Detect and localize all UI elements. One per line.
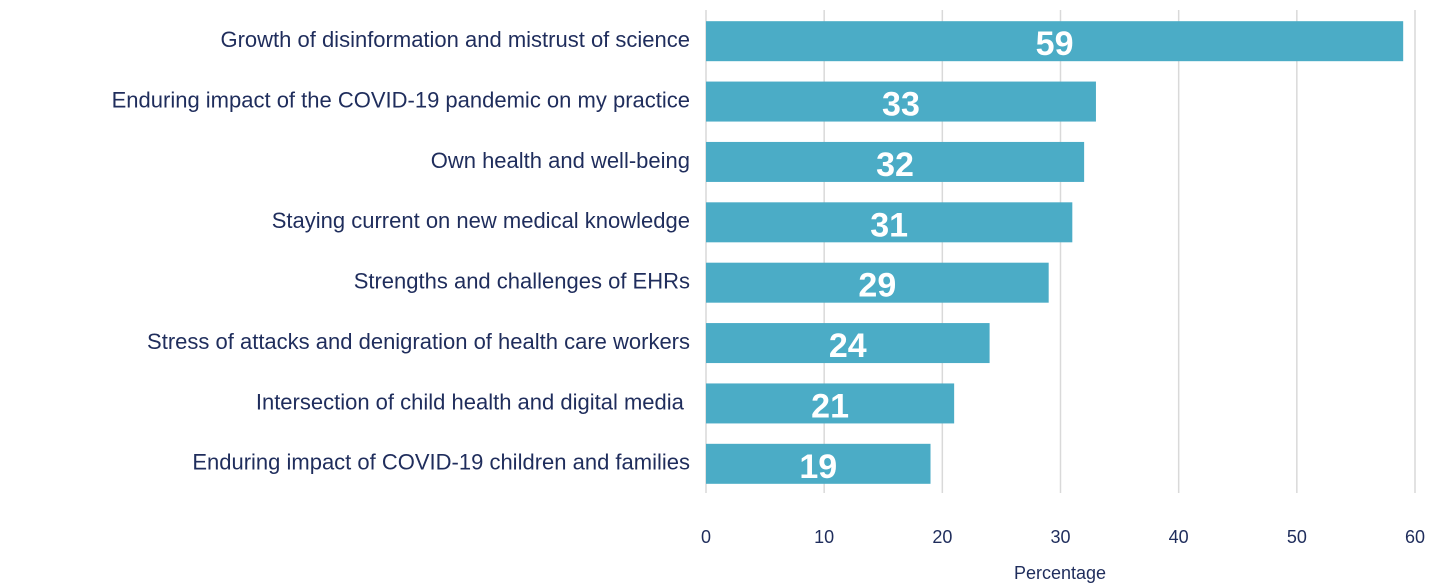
x-tick-label: 0 [701,527,711,547]
bar [706,81,1096,122]
bar [706,323,990,364]
x-tick-label: 30 [1050,527,1070,547]
category-label: Enduring impact of COVID-19 children and… [192,450,690,475]
x-tick-label: 60 [1405,527,1425,547]
category-label: Stress of attacks and denigration of hea… [147,329,690,354]
bar [706,262,1049,303]
category-label: Enduring impact of the COVID-19 pandemic… [112,87,690,112]
data-label: 59 [1036,25,1074,63]
category-label: Own health and well-being [431,148,690,173]
bar [706,443,931,484]
data-label: 31 [870,206,908,244]
data-label: 33 [882,86,920,124]
category-label: Growth of disinformation and mistrust of… [220,27,690,52]
category-label: Strengths and challenges of EHRs [354,269,690,294]
category-label: Staying current on new medical knowledge [272,208,690,233]
bar [706,383,955,424]
x-tick-label: 40 [1169,527,1189,547]
bar [706,202,1073,243]
bar [706,21,1404,62]
category-label: Intersection of child health and digital… [256,389,690,414]
data-label: 19 [799,448,837,486]
data-label: 21 [811,387,849,425]
x-tick-label: 20 [932,527,952,547]
x-tick-label: 50 [1287,527,1307,547]
bar [706,141,1085,182]
x-axis-label: Percentage [1014,563,1106,583]
data-label: 29 [858,267,896,305]
data-label: 24 [829,327,867,365]
data-label: 32 [876,146,914,184]
x-tick-label: 10 [814,527,834,547]
